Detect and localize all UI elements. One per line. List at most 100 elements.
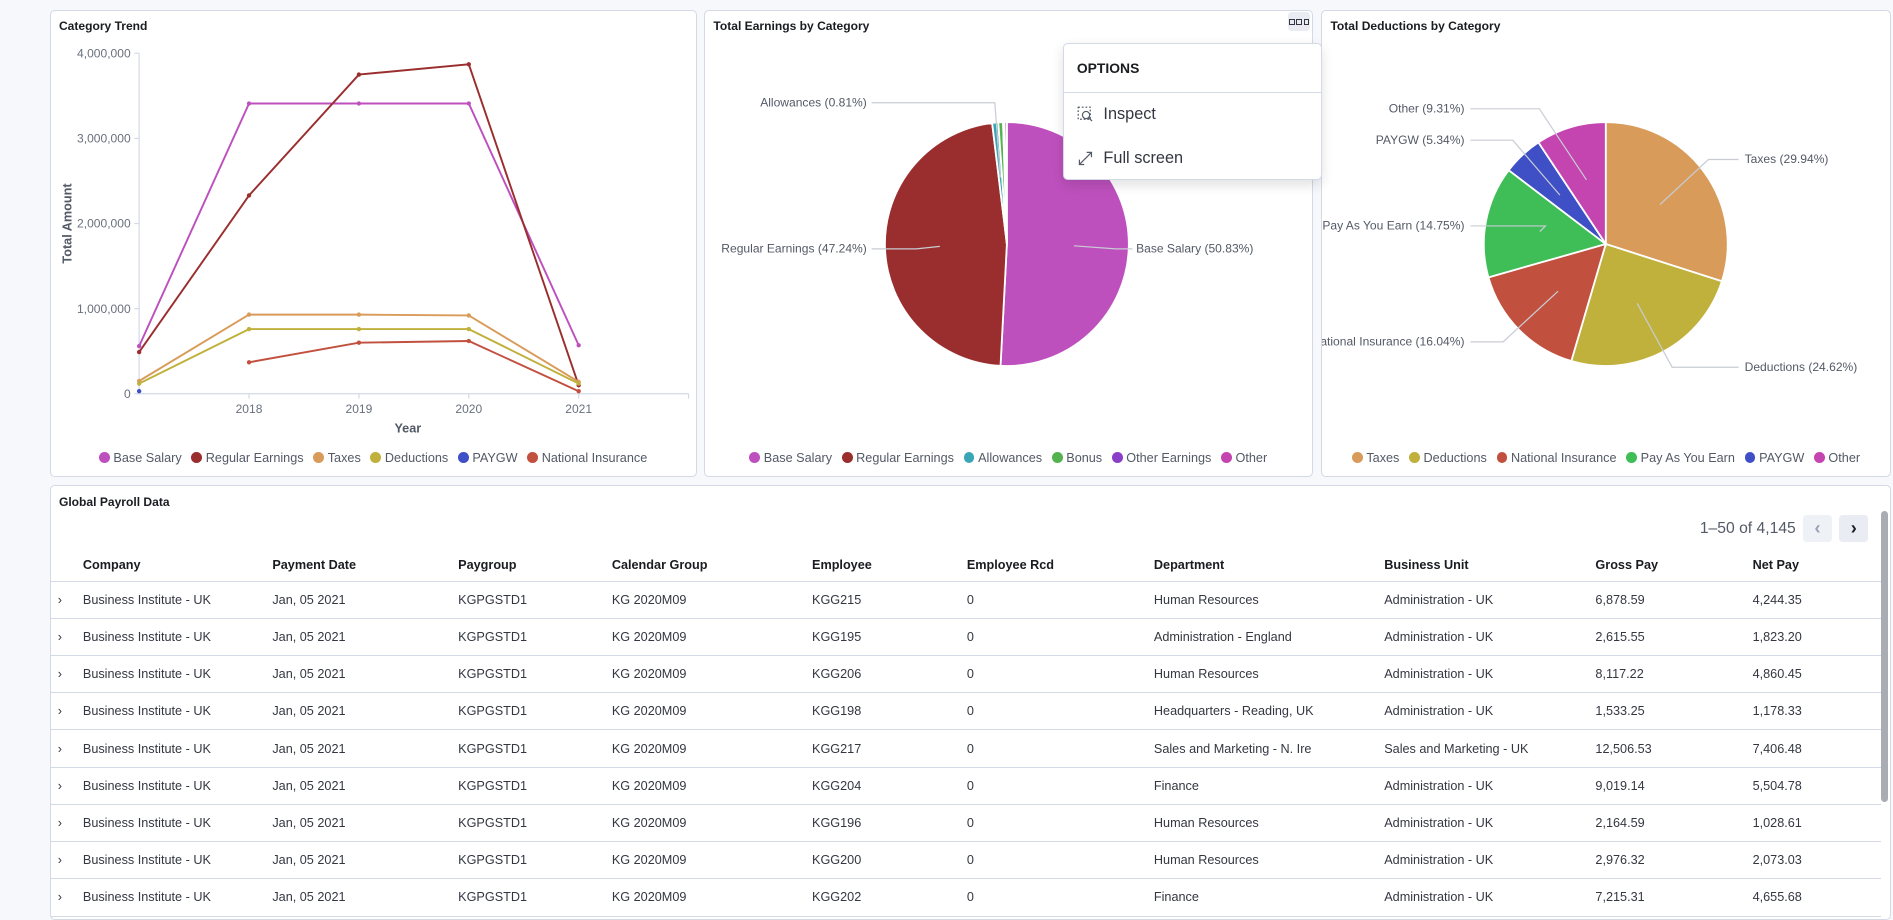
data-point [246,312,251,317]
expand-row-chevron-icon[interactable]: › [50,878,83,917]
table-row[interactable]: › Business Institute - UK Jan, 05 2021 KGPG… [50,692,1882,731]
expand-row-chevron-icon[interactable]: › [50,729,83,768]
legend-item[interactable]: Bonus [1051,451,1102,465]
legend-item[interactable]: Taxes [1351,451,1400,466]
series-line-national-insurance [248,339,579,392]
table-row[interactable]: › Business Institute - UK Jan, 05 2021 KGPG… [50,878,1882,917]
table-cell: Business Institute - UK [82,878,273,917]
legend-item[interactable]: PAYGW [457,451,518,465]
column-header[interactable]: Gross Pay [1595,549,1753,582]
table-cell: KGPGSTD1 [458,878,612,917]
data-point [246,326,251,331]
leader-line [871,101,1002,177]
expand-row-chevron-icon[interactable]: › [50,581,83,619]
legend-item[interactable]: Allowances [963,451,1043,466]
table-scrollbar[interactable] [1881,510,1889,802]
panel-options-button[interactable] [1288,12,1311,32]
table-cell: Administration - UK [1384,692,1596,731]
y-tick-label: 0 [123,387,130,401]
panel-title: Total Earnings by Category [713,19,870,34]
table-cell: Jan, 05 2021 [272,841,459,880]
table-row[interactable]: › Business Institute - UK Jan, 05 2021 KGPG… [50,729,1882,768]
legend-item[interactable]: Other [1813,451,1861,466]
leader-line [1073,244,1133,250]
earnings-panel: Total Earnings by Category Base Salary (… [703,9,1313,477]
legend-item[interactable]: Regular Earnings [841,451,954,465]
table-cell: 0 [966,841,1154,880]
expand-row-chevron-icon[interactable]: › [50,841,83,880]
legend-item[interactable]: Base Salary [98,451,182,465]
table-cell: 9,019.14 [1595,767,1753,805]
pie-slice-other [1537,120,1607,247]
next-page-button[interactable]: › [1839,515,1869,542]
pie-slice-other [1003,120,1008,244]
table-row[interactable]: › Business Institute - UK Jan, 05 2021 KGPG… [50,655,1882,694]
table-cell: KGPGSTD1 [458,618,612,657]
column-header[interactable]: Net Pay [1752,549,1882,582]
payroll-table-panel: Global Payroll Data 1–50 of 4,145 ‹ › Co… [49,485,1891,920]
legend-label: Other [1828,451,1861,466]
legend-item[interactable]: Deductions [370,451,448,465]
legend-item[interactable]: Base Salary [749,451,832,465]
slice-label: Regular Earnings (47.24%) [721,241,867,255]
x-tick-label: 2020 [455,402,482,416]
table-cell: 2,073.03 [1752,841,1882,880]
table-cell: Human Resources [1153,581,1385,619]
table-cell: 4,655.68 [1752,878,1882,917]
table-cell: KGPGSTD1 [458,655,612,694]
expand-row-chevron-icon[interactable]: › [50,655,83,694]
table-header-row: Company Payment Date Paygroup Calendar Grou… [50,549,1882,582]
menu-item-inspect[interactable]: Inspect [1064,93,1321,136]
legend-item[interactable]: Other [1221,451,1267,465]
legend-label: Taxes [327,451,361,466]
column-header[interactable]: Employee [812,549,967,582]
legend-label: Allowances [978,451,1043,466]
column-header[interactable]: Department [1153,549,1385,582]
legend-item[interactable]: Other Earnings [1111,451,1211,465]
table-cell: Human Resources [1153,804,1385,843]
expand-row-chevron-icon[interactable]: › [50,804,83,843]
legend-item[interactable]: National Insurance [1496,451,1617,465]
table-cell: Jan, 05 2021 [272,618,459,657]
table-row[interactable]: › Business Institute - UK Jan, 05 2021 KGPG… [50,581,1882,619]
chart-legend: Base Salary Regular Earnings Allowances Bon… [705,451,1312,465]
line-chart: 0 1,000,000 2,000,000 3,000,000 4,000,000 201… [60,46,689,435]
series-line-taxes [138,313,579,383]
data-point [576,388,581,394]
table-row[interactable]: › Business Institute - UK Jan, 05 2021 KGPG… [50,804,1882,843]
table-cell: 0 [966,692,1154,731]
table-cell: 0 [966,581,1154,619]
legend-dot-icon [98,452,110,464]
legend-label: Other [1235,451,1268,466]
table-cell: Jan, 05 2021 [272,767,459,805]
column-header[interactable]: Business Unit [1384,549,1596,582]
y-tick-label: 3,000,000 [77,131,131,145]
legend-item[interactable]: PAYGW [1744,451,1804,465]
table-row[interactable]: › Business Institute - UK Jan, 05 2021 KGPG… [50,841,1882,880]
y-tick-label: 1,000,000 [77,302,131,316]
table-row[interactable]: › Business Institute - UK Jan, 05 2021 KGPG… [50,618,1882,657]
legend-item[interactable]: Deductions [1409,451,1487,465]
expand-row-chevron-icon[interactable]: › [50,692,83,731]
column-header[interactable]: Calendar Group [611,549,812,582]
x-tick-label: 2018 [235,402,262,416]
legend-item[interactable]: Taxes [313,451,361,465]
legend-label: Deductions [384,451,449,466]
column-header[interactable]: Paygroup [458,549,612,582]
column-header[interactable]: Employee Rcd [966,549,1154,582]
legend-item[interactable]: Pay As You Earn [1626,451,1735,465]
menu-item-full-screen[interactable]: Full screen [1064,136,1321,179]
expand-row-chevron-icon[interactable]: › [50,767,83,805]
table-cell: 1,028.61 [1752,804,1882,843]
expand-row-chevron-icon[interactable]: › [50,618,83,657]
leader-line [1470,290,1559,343]
legend-label: Taxes [1366,451,1400,466]
legend-item[interactable]: National Insurance [527,451,647,465]
table-cell: 0 [966,878,1154,917]
previous-page-button[interactable]: ‹ [1803,515,1832,542]
column-header[interactable]: Payment Date [272,549,459,582]
legend-item[interactable]: Regular Earnings [191,451,304,465]
column-header[interactable]: Company [82,549,273,582]
table-cell: Administration - UK [1384,878,1596,917]
table-row[interactable]: › Business Institute - UK Jan, 05 2021 KGPG… [50,767,1882,805]
